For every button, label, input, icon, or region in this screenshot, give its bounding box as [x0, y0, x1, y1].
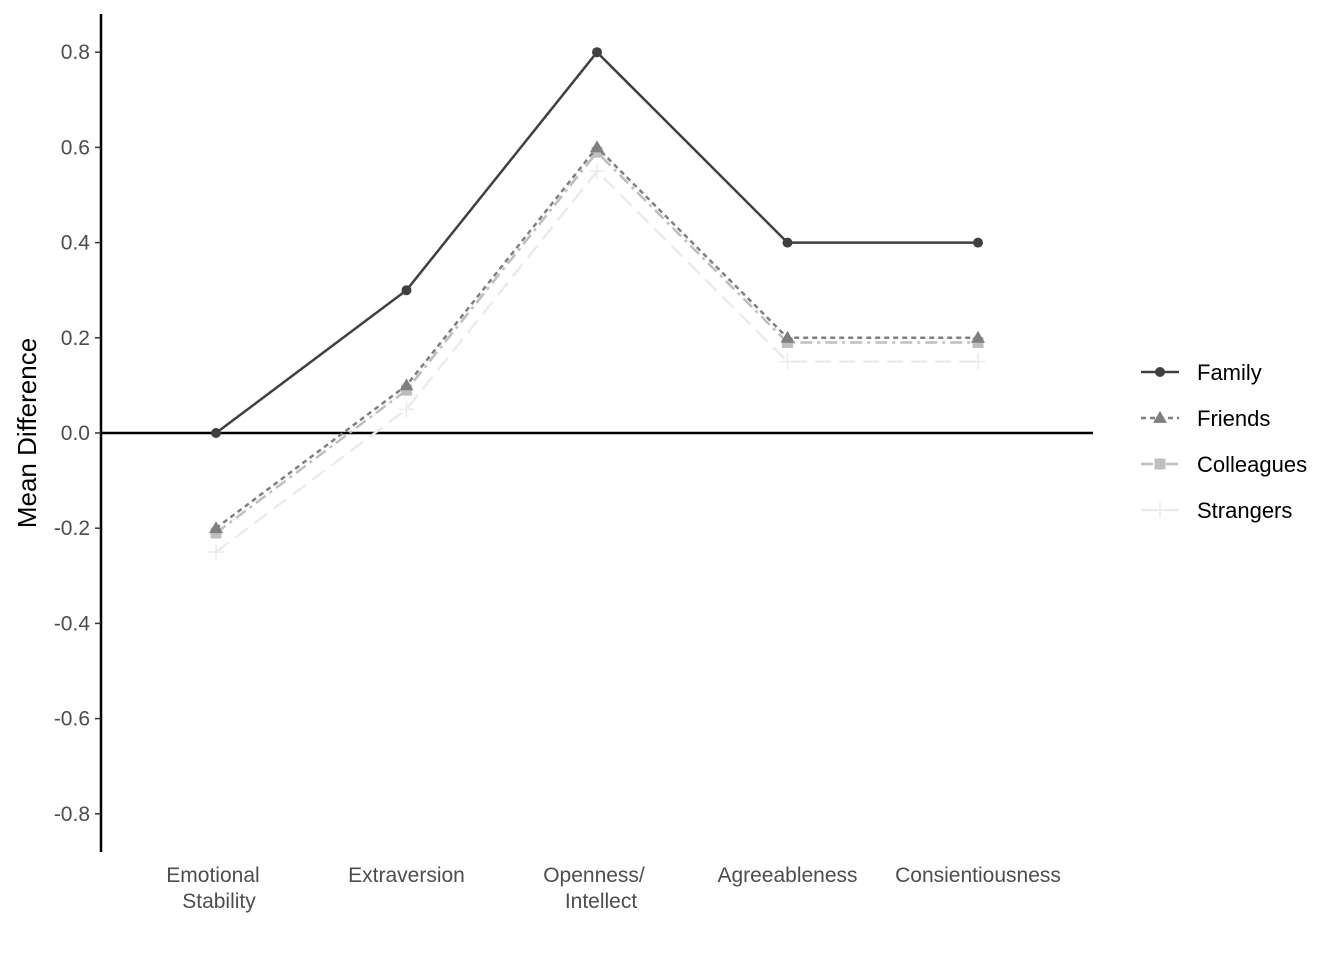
series-strangers-point	[589, 163, 605, 180]
legend: Family Friends Colleagues Strangers	[1141, 360, 1307, 523]
series-family-line	[215, 50, 978, 435]
series-strangers	[208, 163, 986, 560]
legend-family-key-point	[1155, 367, 1165, 377]
y-axis-title: Mean Difference	[12, 338, 42, 528]
series-family-point	[782, 237, 793, 248]
series-friends-point	[971, 330, 985, 343]
y-axis: 0.8 0.6 0.4 0.2 0.0 -0.2 -0.4 -0.6 -0.8	[54, 14, 103, 852]
series-friends-point	[590, 140, 604, 153]
y-tick-label: -0.6	[54, 708, 90, 731]
series-family	[211, 47, 983, 438]
y-tick-label: -0.8	[54, 803, 90, 826]
legend-strangers-item: Strangers	[1141, 498, 1292, 523]
legend-strangers-key-point	[1152, 502, 1168, 518]
series-family-point	[592, 47, 602, 58]
legend-friends-item: Friends	[1141, 406, 1270, 431]
series-strangers-point	[398, 401, 415, 418]
series-friends-line	[215, 146, 978, 530]
y-tick-label: -0.4	[54, 612, 91, 635]
legend-colleagues-key-point	[1154, 458, 1166, 470]
y-tick-label: 0.8	[61, 41, 90, 64]
series-colleagues	[210, 146, 984, 539]
series-family-point	[211, 428, 221, 438]
series-friends-point	[780, 330, 795, 343]
legend-colleagues-item: Colleagues	[1141, 452, 1307, 477]
series-family-point	[401, 285, 412, 296]
series-strangers-line	[215, 169, 978, 554]
x-tick-label: Extraversion	[348, 864, 465, 887]
y-tick-label: 0.6	[61, 136, 90, 159]
legend-family-label: Family	[1197, 360, 1262, 385]
legend-strangers-label: Strangers	[1197, 498, 1292, 523]
series-friends-point	[209, 521, 223, 534]
legend-family-item: Family	[1141, 360, 1262, 385]
series-family-point	[973, 237, 983, 248]
y-tick-label: 0.0	[61, 422, 90, 445]
x-tick-label: Consientiousness	[895, 864, 1061, 887]
series-strangers-point	[779, 353, 796, 370]
x-tick-label: Agreeableness	[717, 864, 857, 887]
series-friends	[209, 140, 985, 534]
series-group	[208, 47, 986, 560]
legend-friends-label: Friends	[1197, 406, 1270, 431]
y-tick-label: 0.4	[61, 232, 91, 255]
series-strangers-point	[970, 353, 986, 370]
legend-colleagues-label: Colleagues	[1197, 452, 1307, 477]
x-tick-label: Emotional Stability	[166, 864, 259, 913]
x-axis: Emotional Stability Extraversion Openness/I…	[166, 864, 1061, 913]
y-tick-label: -0.2	[54, 517, 90, 540]
x-tick-label: Openness/Intellect	[543, 864, 645, 913]
series-friends-point	[399, 378, 414, 391]
series-colleagues-line	[215, 150, 978, 534]
series-strangers-point	[208, 544, 224, 560]
legend-friends-key-point	[1153, 411, 1167, 423]
y-tick-label: 0.2	[61, 327, 90, 350]
